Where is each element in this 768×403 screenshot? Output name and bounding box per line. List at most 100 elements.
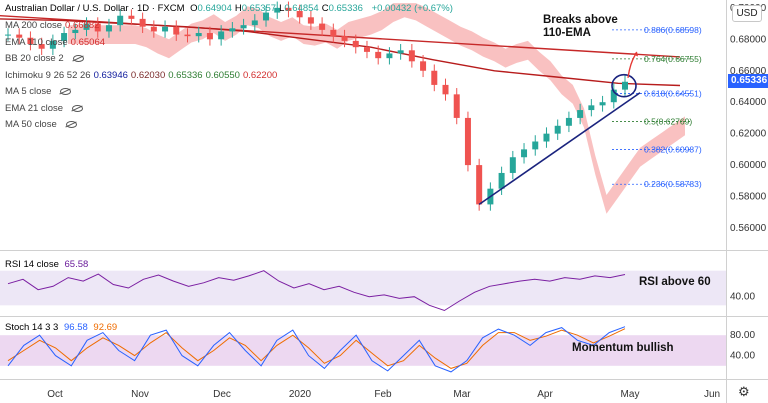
rsi-label: RSI 14 close xyxy=(5,259,59,270)
stoch-k-value: 96.58 xyxy=(64,322,88,333)
candle-body xyxy=(319,23,326,30)
stoch-label: Stoch 14 3 3 xyxy=(5,322,59,333)
hidden-eye-icon[interactable] xyxy=(72,55,84,62)
fib-level-label: 0.886(0.68598) xyxy=(644,25,702,35)
stoch-tick-label: 80.00 xyxy=(730,330,755,341)
rsi-annotation: RSI above 60 xyxy=(639,276,711,288)
time-tick-label: Mar xyxy=(453,389,471,400)
indicator-label: EMA 110 close xyxy=(5,36,68,48)
candle-body xyxy=(453,94,460,118)
indicator-value: 0.65064 xyxy=(70,36,106,48)
candle-body xyxy=(408,50,415,62)
candle-body xyxy=(599,102,606,106)
ohlc-o: O0.64904 xyxy=(190,3,232,14)
fib-level-label: 0.5(0.62769) xyxy=(644,117,692,127)
candle-body xyxy=(83,23,90,30)
candle-body xyxy=(117,15,124,26)
candle-body xyxy=(431,70,438,85)
indicator-label: MA 50 close xyxy=(5,119,57,130)
candle-body xyxy=(229,28,236,32)
candle-body xyxy=(162,26,169,32)
candle-body xyxy=(72,29,79,34)
candle-body xyxy=(139,18,146,27)
breakout-annotation: Breaks above 110-EMA xyxy=(543,14,618,39)
indicator-row[interactable]: MA 200 close 0.66882 xyxy=(5,20,102,32)
candle-body xyxy=(173,26,180,35)
candle-body xyxy=(49,40,56,49)
indicator-label: BB 20 close 2 xyxy=(5,53,64,64)
indicator-label: EMA 21 close xyxy=(5,102,64,114)
hidden-eye-icon[interactable] xyxy=(65,121,77,128)
last-price-tag: 0.65336 xyxy=(728,74,768,89)
candle-body xyxy=(251,20,258,26)
candle-body xyxy=(240,25,247,29)
hidden-eye-icon[interactable] xyxy=(72,104,84,112)
stoch-annotation: Momentum bullish xyxy=(572,342,674,354)
ichimoku-cloud xyxy=(68,3,685,214)
candle-body xyxy=(363,47,370,52)
candle-body xyxy=(554,125,561,134)
time-tick-label: May xyxy=(621,389,640,400)
time-tick-label: 2020 xyxy=(289,389,312,400)
candle-body xyxy=(330,29,337,37)
candle-body xyxy=(622,81,628,90)
indicator-row[interactable]: MA 5 close xyxy=(5,86,74,98)
candle-body xyxy=(521,149,528,158)
candle-body xyxy=(285,7,292,12)
price-tick-label: 0.60000 xyxy=(730,160,767,171)
candle-body xyxy=(577,110,584,118)
pane-divider xyxy=(0,250,768,251)
candle-body xyxy=(61,33,68,41)
candle-body xyxy=(206,33,213,40)
chart-header: Australian Dollar / U.S. Dollar · 1D · F… xyxy=(5,3,456,15)
candle-body xyxy=(16,34,23,38)
stoch-tick-label: 40.00 xyxy=(730,351,755,362)
indicator-value: 0.60550 xyxy=(205,69,240,81)
candle-body xyxy=(128,15,135,19)
indicator-label: MA 200 close xyxy=(5,20,63,31)
indicator-row[interactable]: MA 50 close xyxy=(5,119,80,131)
candle-body xyxy=(610,89,617,103)
candle-body xyxy=(38,44,45,49)
time-tick-label: Oct xyxy=(47,389,63,400)
ohlc-c: C0.65336 xyxy=(321,3,363,14)
price-axis-border xyxy=(726,0,727,403)
ohlc-h: H0.65357 xyxy=(234,3,277,14)
fib-level-label: 0.382(0.60987) xyxy=(644,145,702,155)
fib-level-label: 0.618(0.64551) xyxy=(644,89,702,99)
candle-body xyxy=(565,117,572,126)
candle-body xyxy=(375,51,382,59)
stoch-band xyxy=(0,335,726,366)
indicator-row[interactable]: Ichimoku 9 26 52 26 0.63946 0.62030 0.65336… xyxy=(5,70,280,82)
gear-icon[interactable]: ⚙ xyxy=(738,384,750,399)
candle-body xyxy=(509,157,516,173)
candle-body xyxy=(218,31,225,40)
candle-body xyxy=(588,105,595,111)
candle-body xyxy=(27,37,34,45)
fib-level-label: 0.764(0.66755) xyxy=(644,54,702,64)
stoch-k-line xyxy=(7,326,626,373)
indicator-row[interactable]: BB 20 close 2 xyxy=(5,53,87,65)
indicator-value: 0.62200 xyxy=(242,69,278,81)
candle-body xyxy=(5,34,11,36)
candle-body xyxy=(94,23,101,32)
indicator-label: MA 5 close xyxy=(5,86,52,97)
indicator-row[interactable]: EMA 21 close xyxy=(5,103,86,115)
currency-badge[interactable]: USD xyxy=(732,5,762,22)
chart-title: Australian Dollar / U.S. Dollar · 1D · F… xyxy=(5,3,185,14)
ohlc-readout: O0.64904 H0.65357 L0.64854 C0.65336 xyxy=(190,3,366,14)
candle-body xyxy=(532,141,539,150)
candle-body xyxy=(476,165,483,205)
candle-body xyxy=(274,7,281,13)
rsi-header: RSI 14 close 65.58 xyxy=(5,259,91,271)
change-readout: +0.00432 (+0.67%) xyxy=(371,3,453,14)
stoch-header: Stoch 14 3 3 96.58 92.69 xyxy=(5,322,120,334)
candle-body xyxy=(150,26,157,32)
breakout-circle xyxy=(611,73,637,98)
candle-body xyxy=(442,84,449,95)
candle-body xyxy=(386,53,393,59)
hidden-eye-icon[interactable] xyxy=(60,88,72,95)
candle-body xyxy=(464,117,471,166)
ohlc-l: L0.64854 xyxy=(279,3,319,14)
indicator-row[interactable]: EMA 110 close 0.65064 xyxy=(5,37,108,49)
